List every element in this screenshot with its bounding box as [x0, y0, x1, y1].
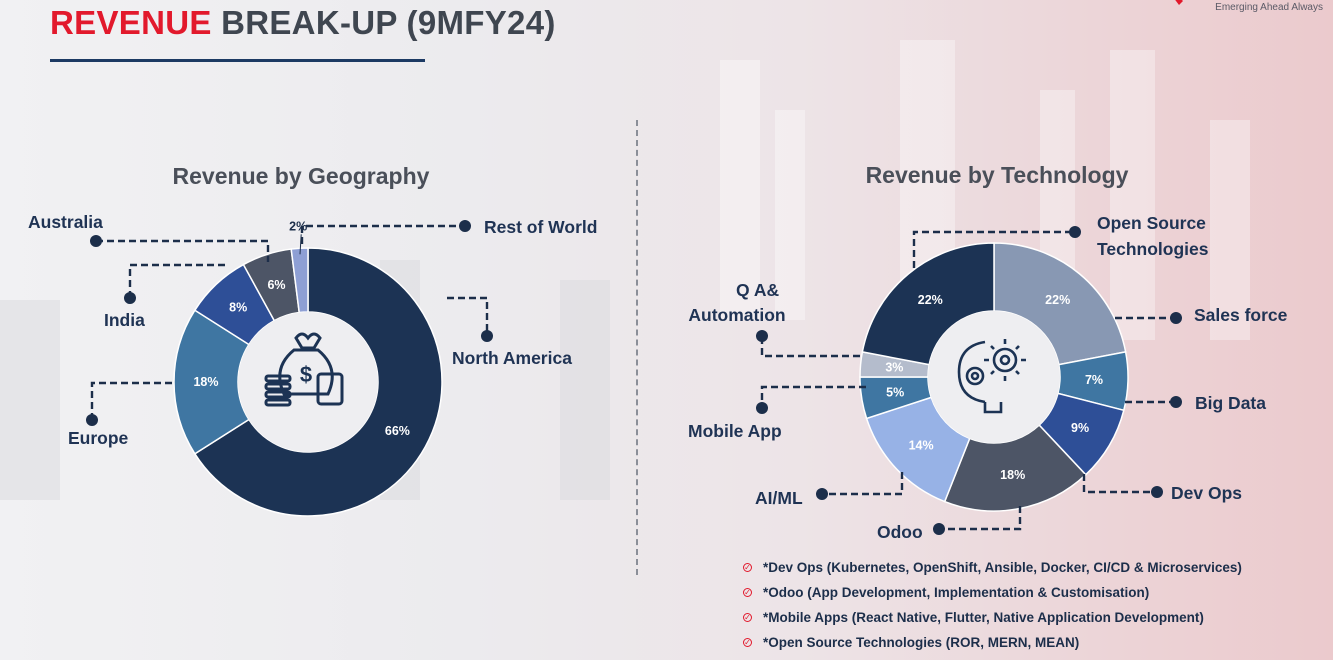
slice-value-label: 7%	[1085, 373, 1103, 387]
footnote-item: ✓ *Dev Ops (Kubernetes, OpenShift, Ansibl…	[742, 560, 1242, 585]
geography-chart: Revenue by Geography $ 66% 18% 8% 6% 2% Aust…	[28, 163, 597, 517]
open-source-label: Open Source Technologies	[1097, 213, 1211, 259]
technology-chart: Revenue by Technology 22%7%9%18%14%5%3%2…	[688, 162, 1288, 542]
australia-dot	[90, 235, 102, 247]
geography-donut	[173, 247, 443, 517]
page-title-rest: BREAK-UP (9MFY24)	[211, 4, 556, 41]
open-source-label-line2: Technologies	[1097, 239, 1209, 259]
check-circle-icon: ✓	[743, 638, 752, 647]
page-title: REVENUE BREAK-UP (9MFY24)	[50, 4, 556, 42]
title-underline	[50, 59, 425, 62]
slice-value-label: 18%	[193, 375, 218, 389]
geography-donut-hole	[238, 312, 378, 452]
footnotes-list: ✓ *Dev Ops (Kubernetes, OpenShift, Ansibl…	[742, 560, 1242, 660]
gear-bulb-icon	[957, 339, 1026, 414]
dev-ops-label: Dev Ops	[1171, 483, 1242, 503]
check-circle-icon: ✓	[743, 563, 752, 572]
salesforce-label: Sales force	[1194, 305, 1288, 325]
footnote-item: ✓ *Odoo (App Development, Implementation …	[742, 585, 1242, 610]
mobile-app-leader	[760, 385, 866, 406]
north-america-label: North America	[452, 348, 572, 368]
technology-donut	[859, 242, 1129, 512]
footnote-text: *Dev Ops (Kubernetes, OpenShift, Ansible…	[763, 560, 1242, 575]
check-circle-icon: ✓	[743, 613, 752, 622]
rest-of-world-label: Rest of World	[484, 217, 597, 237]
brand-logo: Emerging Ahead Always	[1175, 0, 1323, 15]
slice-value-label: 66%	[385, 424, 410, 438]
slice-value-label: 6%	[267, 278, 285, 292]
ai-ml-dot	[816, 488, 828, 500]
slice-value-label: 9%	[1071, 421, 1089, 435]
technology-donut-hole	[928, 311, 1060, 443]
open-source-leader	[912, 230, 1075, 268]
slice-value-label: 22%	[1045, 293, 1070, 307]
footnote-item: ✓ *Mobile Apps (React Native, Flutter, Na…	[742, 610, 1242, 635]
odoo-leader	[940, 506, 1022, 531]
open-source-dot	[1069, 226, 1081, 238]
footnote-text: *Open Source Technologies (ROR, MERN, ME…	[763, 635, 1080, 650]
page-title-accent: REVENUE	[50, 4, 212, 41]
ai-ml-leader	[822, 472, 904, 496]
india-dot	[124, 292, 136, 304]
brand-mark-icon	[1175, 0, 1183, 5]
india-leader	[128, 263, 228, 298]
slice-value-label: 3%	[885, 361, 903, 375]
australia-label: Australia	[28, 212, 103, 232]
mobile-app-dot	[756, 402, 768, 414]
slice-value-label: 8%	[229, 301, 247, 315]
dev-ops-dot	[1151, 486, 1163, 498]
slice-value-label: 2%	[289, 219, 307, 233]
europe-dot	[86, 414, 98, 426]
section-divider	[636, 120, 638, 575]
europe-label: Europe	[68, 428, 129, 448]
slice-value-label: 18%	[1000, 468, 1025, 482]
qa-dot	[756, 330, 768, 342]
money-bag-icon-symbol: $	[300, 362, 312, 387]
odoo-dot	[933, 523, 945, 535]
india-label: India	[104, 310, 145, 330]
footnote-text: *Odoo (App Development, Implementation &…	[763, 585, 1150, 600]
qa-leader	[760, 337, 860, 358]
check-circle-icon: ✓	[743, 588, 752, 597]
brand-tagline: Emerging Ahead Always	[1215, 2, 1323, 13]
technology-slice-labels: 22% 7% 9% 18% 14% 5% 3% 22%	[885, 293, 1103, 482]
footnote-item: ✓ *Open Source Technologies (ROR, MERN, M…	[742, 635, 1242, 660]
rest-of-world-dot	[459, 220, 471, 232]
slice-value-label: 22%	[918, 293, 943, 307]
slice-value-label: 5%	[886, 386, 904, 400]
mobile-app-label: Mobile App	[688, 421, 782, 441]
rest-of-world-leader	[300, 224, 464, 244]
big-data-label: Big Data	[1195, 393, 1266, 413]
salesforce-dot	[1170, 312, 1182, 324]
geography-chart-title: Revenue by Geography	[173, 163, 430, 189]
qa-label-line2: Automation	[688, 305, 785, 325]
money-bag-icon	[264, 332, 344, 407]
technology-chart-title: Revenue by Technology	[866, 162, 1129, 188]
big-data-dot	[1170, 396, 1182, 408]
north-america-leader	[447, 296, 489, 334]
qa-label-line1: Q A&	[736, 280, 779, 300]
open-source-label-line1: Open Source	[1097, 213, 1206, 233]
odoo-label: Odoo	[877, 522, 923, 542]
footnote-text: *Mobile Apps (React Native, Flutter, Nat…	[763, 610, 1204, 625]
dev-ops-leader	[1082, 474, 1156, 494]
ai-ml-label: AI/ML	[755, 488, 803, 508]
australia-leader	[96, 239, 270, 262]
qa-label: Q A& Automation	[688, 280, 785, 325]
europe-leader	[90, 381, 174, 420]
slice-value-label: 14%	[909, 439, 934, 453]
north-america-dot	[481, 330, 493, 342]
